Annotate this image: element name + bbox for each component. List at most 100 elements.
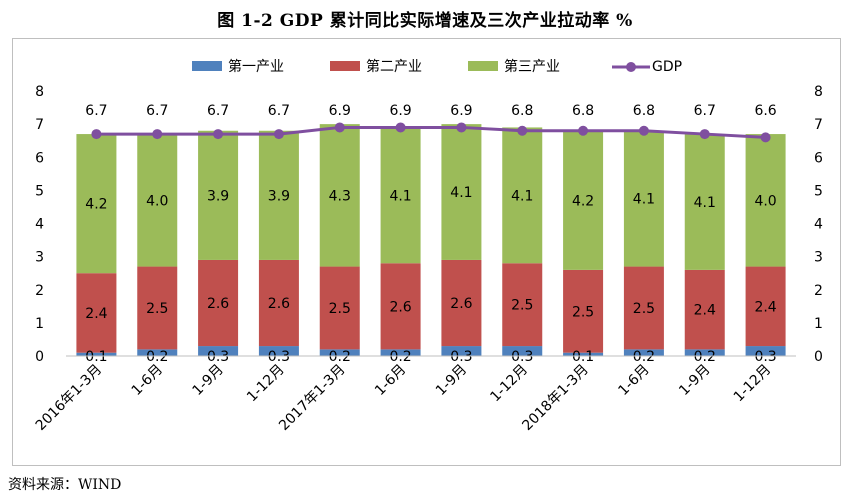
x-tick-label: 1-12月 (731, 362, 775, 406)
y-tick-label-left: 3 (35, 250, 44, 266)
bar-value-label: 2.6 (268, 296, 290, 312)
bar-value-label: 0.3 (511, 349, 533, 365)
y-tick-label-left: 2 (35, 283, 44, 299)
bar-segment-3 (319, 124, 360, 267)
bar-value-label: 4.1 (450, 185, 472, 201)
bar-value-label: 2.4 (694, 303, 716, 319)
gdp-point (517, 125, 528, 136)
bar-value-label: 0.2 (633, 349, 655, 365)
gdp-point (334, 122, 345, 133)
bar-value-label: 4.1 (633, 192, 655, 208)
gdp-value-label: 6.8 (572, 103, 594, 119)
bar-value-label: 0.2 (694, 349, 716, 365)
bar-segment-3 (258, 130, 299, 260)
x-tick-label: 1-9月 (190, 362, 227, 399)
gdp-line (96, 125, 766, 139)
bar-value-label: 2.4 (85, 306, 107, 322)
gdp-value-label: 6.9 (329, 103, 351, 119)
bar-value-label: 4.1 (694, 195, 716, 211)
x-tick-label: 1-6月 (372, 362, 409, 399)
x-tick-label: 2016年1-3月 (33, 362, 105, 434)
bar-segment-1 (745, 346, 786, 356)
bar-segment-3 (441, 124, 482, 260)
bar-segment-1 (502, 346, 543, 356)
bar-value-label: 0.2 (389, 349, 411, 365)
bar-value-label: 0.3 (450, 349, 472, 365)
gdp-value-label: 6.9 (389, 103, 411, 119)
bar-value-label: 2.5 (146, 301, 168, 317)
bar-segment-2 (258, 259, 299, 347)
bar-value-label: 0.2 (146, 349, 168, 365)
y-tick-label-right: 0 (814, 349, 823, 365)
gdp-value-label: 6.7 (694, 103, 716, 119)
bar-value-label: 4.1 (389, 188, 411, 204)
y-tick-label-left: 1 (35, 316, 44, 332)
bar-segment-2 (745, 266, 786, 347)
legend-label: 第二产业 (366, 58, 422, 75)
y-tick-label-right: 1 (814, 316, 823, 332)
y-tick-label-right: 4 (814, 217, 823, 233)
legend-gdp-marker (626, 62, 636, 72)
x-tick-label: 1-9月 (676, 362, 713, 399)
bar-value-label: 0.1 (85, 349, 107, 365)
bar-value-label: 2.4 (754, 299, 776, 315)
legend-swatch-3 (468, 61, 498, 71)
bar-segment-2 (380, 263, 421, 350)
bar-value-label: 0.3 (268, 349, 290, 365)
bar-segment-3 (380, 127, 421, 264)
bar-value-label: 4.2 (572, 193, 594, 209)
bar-value-label: 3.9 (207, 188, 229, 204)
bar-segment-1 (380, 349, 421, 356)
gdp-value-label: 6.6 (754, 103, 776, 119)
gdp-value-label: 6.7 (207, 103, 229, 119)
gdp-point (638, 125, 649, 136)
gdp-value-label: 6.8 (633, 103, 655, 119)
gdp-value-label: 6.7 (85, 103, 107, 119)
y-tick-label-left: 0 (35, 349, 44, 365)
legend-label: 第一产业 (228, 58, 284, 75)
gdp-point (456, 122, 467, 133)
gdp-value-label: 6.7 (268, 103, 290, 119)
bar-segment-1 (137, 349, 178, 356)
bar-segment-3 (502, 127, 543, 264)
x-tick-label: 1-6月 (615, 362, 652, 399)
y-tick-label-left: 6 (35, 150, 44, 166)
legend-swatch-1 (192, 61, 222, 71)
bar-segment-2 (76, 273, 117, 353)
bar-value-label: 2.5 (329, 301, 351, 317)
legend-label: 第三产业 (504, 58, 560, 75)
y-tick-label-right: 7 (814, 117, 823, 133)
x-tick-label: 1-9月 (433, 362, 470, 399)
bar-value-label: 2.6 (450, 296, 472, 312)
bar-segment-1 (319, 349, 360, 356)
bar-segment-1 (563, 352, 604, 356)
bar-segment-1 (623, 349, 664, 356)
bar-segment-1 (441, 346, 482, 356)
bar-value-label: 4.2 (85, 197, 107, 213)
bar-segment-3 (76, 134, 117, 274)
x-tick-label: 1-6月 (129, 362, 166, 399)
gdp-point (273, 129, 284, 140)
chart-title: 图 1-2 GDP 累计同比实际增速及三次产业拉动率 % (217, 11, 633, 31)
bar-segment-1 (258, 346, 299, 356)
gdp-point (760, 132, 771, 143)
gdp-value-label: 6.9 (450, 103, 472, 119)
bar-value-label: 0.2 (329, 349, 351, 365)
bar-value-label: 4.0 (754, 193, 776, 209)
y-tick-label-left: 7 (35, 117, 44, 133)
bar-segment-2 (319, 266, 360, 350)
gdp-point (699, 129, 710, 140)
gdp-point (578, 125, 589, 136)
bar-segment-3 (137, 134, 178, 267)
bar-value-label: 4.1 (511, 188, 533, 204)
source-note: 资料来源：WIND (8, 477, 122, 493)
gdp-value-label: 6.8 (511, 103, 533, 119)
bar-segment-2 (623, 266, 664, 350)
x-tick-label: 1-12月 (487, 362, 531, 406)
gdp-point (152, 129, 163, 140)
bar-segment-2 (502, 263, 543, 347)
y-tick-label-left: 4 (35, 217, 44, 233)
bar-value-label: 0.3 (207, 349, 229, 365)
bar-value-label: 4.0 (146, 193, 168, 209)
